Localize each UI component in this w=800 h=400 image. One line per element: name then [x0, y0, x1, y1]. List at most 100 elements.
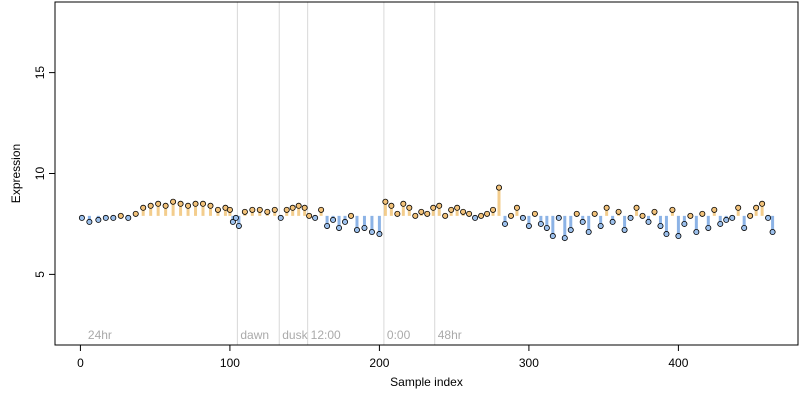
x-tick-label: 100: [220, 356, 240, 370]
segment-divider-lines: [236, 2, 436, 345]
data-point: [651, 208, 658, 215]
segment-label: 24hr: [88, 328, 112, 342]
data-point: [460, 208, 467, 215]
data-point: [312, 214, 319, 221]
data-point: [318, 206, 325, 213]
data-point: [507, 212, 514, 219]
data-point: [472, 214, 479, 221]
data-point: [406, 204, 413, 211]
data-point: [132, 210, 139, 217]
data-point: [125, 214, 132, 221]
data-point: [484, 210, 491, 217]
data-point: [271, 206, 278, 213]
data-point: [501, 220, 508, 227]
data-point: [95, 216, 102, 223]
data-point: [388, 202, 395, 209]
data-point: [232, 214, 239, 221]
data-point: [442, 212, 449, 219]
data-point: [627, 214, 634, 221]
data-point: [330, 216, 337, 223]
data-point: [200, 200, 207, 207]
data-point: [711, 206, 718, 213]
data-point: [645, 218, 652, 225]
data-point: [723, 216, 730, 223]
data-points: [78, 184, 776, 242]
y-axis-label: Expression: [9, 144, 23, 203]
data-point: [681, 220, 688, 227]
data-point: [382, 198, 389, 205]
data-point: [155, 200, 162, 207]
data-point: [633, 204, 640, 211]
data-point: [687, 212, 694, 219]
data-point: [609, 218, 616, 225]
data-point: [140, 204, 147, 211]
data-point: [418, 208, 425, 215]
data-point: [543, 224, 550, 231]
data-point: [573, 210, 580, 217]
data-point: [207, 202, 214, 209]
x-tick-label: 200: [369, 356, 389, 370]
data-point: [394, 210, 401, 217]
data-point: [675, 233, 682, 240]
data-point: [102, 214, 109, 221]
data-point: [235, 222, 242, 229]
data-point: [185, 202, 192, 209]
data-point: [295, 202, 302, 209]
data-point: [490, 206, 497, 213]
segment-label: 48hr: [438, 328, 462, 342]
data-point: [639, 212, 646, 219]
data-point: [454, 204, 461, 211]
data-point: [615, 208, 622, 215]
y-tick-label: 15: [33, 66, 47, 80]
data-point: [759, 200, 766, 207]
data-point: [585, 229, 592, 236]
segment-label: 12:00: [311, 328, 341, 342]
data-point: [283, 206, 290, 213]
data-point: [657, 222, 664, 229]
data-point: [699, 210, 706, 217]
data-point: [256, 206, 263, 213]
segment-labels: 24hr dawn dusk 12:00 0:00 48hr: [88, 328, 462, 342]
data-point: [368, 229, 375, 236]
data-point: [226, 206, 233, 213]
x-tick-label: 0: [77, 356, 84, 370]
data-point: [78, 214, 85, 221]
x-tick-label: 400: [668, 356, 688, 370]
data-point: [241, 208, 248, 215]
data-point: [525, 222, 532, 229]
data-point: [361, 224, 368, 231]
data-point: [531, 210, 538, 217]
data-point: [705, 224, 712, 231]
data-point: [306, 212, 313, 219]
data-point: [741, 224, 748, 231]
data-point: [513, 204, 520, 211]
data-point: [717, 220, 724, 227]
data-point: [621, 226, 628, 233]
y-axis: 5 10 15: [33, 66, 56, 278]
segment-label: dawn: [240, 328, 269, 342]
y-tick-label: 5: [33, 271, 47, 278]
data-point: [669, 206, 676, 213]
data-point: [519, 214, 526, 221]
data-point: [591, 210, 598, 217]
data-point: [214, 206, 221, 213]
data-point: [561, 235, 568, 242]
x-axis: 0 100 200 300 400: [77, 344, 689, 370]
data-point: [537, 220, 544, 227]
data-point: [555, 214, 562, 221]
data-point: [400, 200, 407, 207]
data-point: [264, 208, 271, 215]
data-point: [289, 204, 296, 211]
data-point: [496, 184, 503, 191]
data-point: [549, 233, 556, 240]
data-point: [729, 214, 736, 221]
data-point: [277, 214, 284, 221]
data-point: [478, 212, 485, 219]
x-axis-label: Sample index: [390, 375, 463, 389]
data-point: [110, 214, 117, 221]
data-point: [147, 202, 154, 209]
data-point: [436, 202, 443, 209]
segment-label: 0:00: [387, 328, 411, 342]
